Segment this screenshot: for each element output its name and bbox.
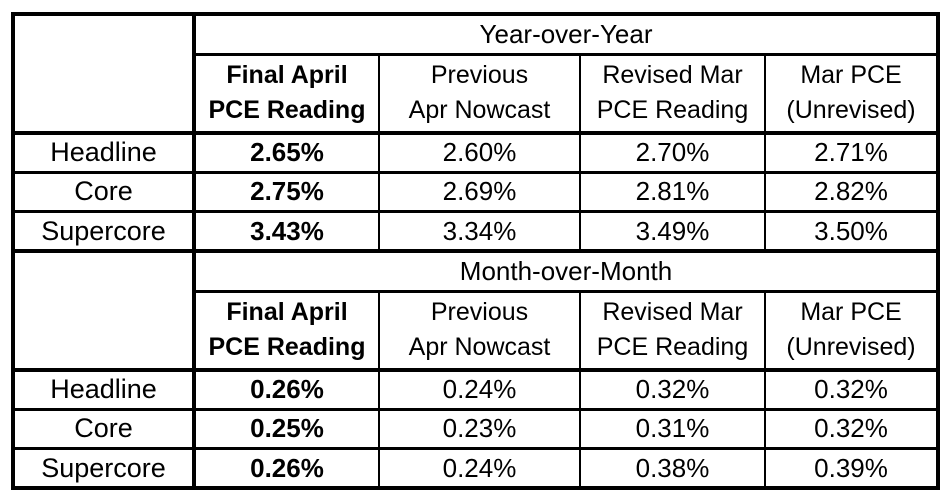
pce-comparison-table: Year-over-Year Final April PCE Reading P…	[11, 12, 941, 490]
col-header-final-april-pce-mom: Final April PCE Reading	[193, 289, 380, 372]
data-cell: 0.39%	[763, 447, 940, 490]
col-header-line: Mar PCE	[800, 61, 902, 90]
data-cell: 3.34%	[378, 210, 581, 253]
col-header-line: (Unrevised)	[786, 333, 916, 362]
data-cell: 0.32%	[579, 368, 766, 411]
data-cell: 0.32%	[763, 368, 940, 411]
col-header-line: Previous	[430, 298, 529, 327]
data-cell: 2.82%	[763, 170, 940, 214]
col-header-mar-pce-unrevised-yoy: Mar PCE (Unrevised)	[763, 52, 940, 135]
col-header-line: PCE Reading	[596, 96, 749, 125]
col-header-line: Revised Mar	[602, 298, 743, 327]
data-cell: 0.25%	[193, 407, 380, 451]
data-cell: 3.49%	[579, 210, 766, 253]
col-header-line: PCE Reading	[596, 333, 749, 362]
col-header-revised-mar-pce-mom: Revised Mar PCE Reading	[579, 289, 766, 372]
data-cell: 3.43%	[193, 210, 380, 253]
row-label-supercore-yoy: Supercore	[12, 210, 196, 253]
col-header-line: Apr Nowcast	[408, 96, 551, 125]
data-cell: 2.69%	[378, 170, 581, 214]
data-cell: 0.32%	[763, 407, 940, 451]
row-label-core-yoy: Core	[12, 170, 196, 214]
data-cell: 2.71%	[763, 131, 940, 174]
data-cell: 0.23%	[378, 407, 581, 451]
data-cell: 0.31%	[579, 407, 766, 451]
section-title-month-over-month: Month-over-Month	[192, 248, 940, 293]
data-cell: 2.60%	[378, 131, 581, 174]
col-header-previous-apr-nowcast-mom: Previous Apr Nowcast	[378, 289, 581, 372]
data-cell: 0.24%	[378, 368, 581, 411]
data-cell: 0.38%	[579, 447, 766, 490]
data-cell: 0.24%	[378, 447, 581, 490]
data-cell: 2.75%	[193, 170, 380, 214]
data-cell: 2.65%	[193, 131, 380, 174]
col-header-line: Revised Mar	[602, 61, 743, 90]
data-cell: 2.70%	[579, 131, 766, 174]
data-cell: 0.26%	[193, 447, 380, 490]
data-cell: 0.26%	[193, 368, 380, 411]
row-label-supercore-mom: Supercore	[12, 447, 196, 490]
col-header-line: Final April	[226, 298, 348, 327]
col-header-final-april-pce-yoy: Final April PCE Reading	[193, 52, 380, 135]
corner-spacer-mom	[12, 248, 196, 372]
data-cell: 2.81%	[579, 170, 766, 214]
col-header-line: (Unrevised)	[786, 96, 916, 125]
row-label-core-mom: Core	[12, 407, 196, 451]
col-header-mar-pce-unrevised-mom: Mar PCE (Unrevised)	[763, 289, 940, 372]
col-header-previous-apr-nowcast-yoy: Previous Apr Nowcast	[378, 52, 581, 135]
col-header-line: PCE Reading	[208, 96, 366, 125]
col-header-line: Previous	[430, 61, 529, 90]
row-label-headline-mom: Headline	[12, 368, 196, 411]
row-label-headline-yoy: Headline	[12, 131, 196, 174]
data-cell: 3.50%	[763, 210, 940, 253]
corner-spacer-yoy	[12, 12, 196, 135]
col-header-line: Apr Nowcast	[408, 333, 551, 362]
col-header-line: Mar PCE	[800, 298, 902, 327]
col-header-revised-mar-pce-yoy: Revised Mar PCE Reading	[579, 52, 766, 135]
col-header-line: PCE Reading	[208, 333, 366, 362]
section-title-year-over-year: Year-over-Year	[192, 12, 940, 56]
col-header-line: Final April	[226, 61, 348, 90]
